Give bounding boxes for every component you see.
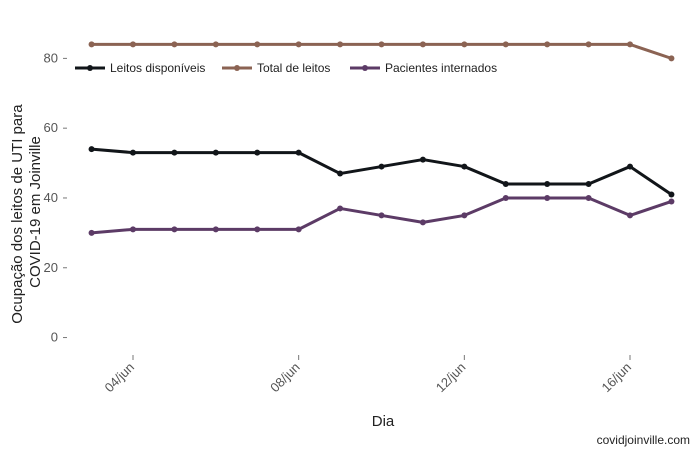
x-axis-title: Dia xyxy=(372,413,395,430)
data-point-pacientes-internados xyxy=(88,229,95,236)
x-tick-label: 16/jun xyxy=(598,360,634,396)
data-point-leitos-disponiveis xyxy=(212,149,219,156)
data-point-leitos-disponiveis xyxy=(88,146,95,153)
data-point-total-de-leitos xyxy=(88,41,95,48)
data-point-pacientes-internados xyxy=(461,212,468,219)
x-tick-label: 04/jun xyxy=(101,360,137,396)
data-point-pacientes-internados xyxy=(502,194,509,201)
legend-marker xyxy=(87,65,93,71)
y-tick-label: 80 xyxy=(44,50,58,65)
data-point-pacientes-internados xyxy=(171,226,178,233)
data-point-total-de-leitos xyxy=(129,41,136,48)
data-point-pacientes-internados xyxy=(627,212,634,219)
series-layer xyxy=(88,41,675,236)
data-point-leitos-disponiveis xyxy=(544,181,551,188)
data-point-leitos-disponiveis xyxy=(668,191,675,198)
data-point-leitos-disponiveis xyxy=(461,163,468,170)
series-line-leitos-disponiveis xyxy=(91,147,673,196)
data-point-pacientes-internados xyxy=(129,226,136,233)
y-tick-label: 40 xyxy=(44,190,58,205)
y-tick-label: 60 xyxy=(44,120,58,135)
y-axis-title: Ocupação dos leitos de UTI para COVID-19… xyxy=(9,100,44,323)
data-point-total-de-leitos xyxy=(627,41,634,48)
x-axis-ticks: 04/jun 08/jun 12/jun 16/jun xyxy=(101,355,634,395)
data-point-leitos-disponiveis xyxy=(502,181,509,188)
data-point-leitos-disponiveis xyxy=(295,149,302,156)
data-point-total-de-leitos xyxy=(585,41,592,48)
data-point-total-de-leitos xyxy=(378,41,385,48)
data-point-total-de-leitos xyxy=(212,41,219,48)
data-point-leitos-disponiveis xyxy=(129,149,136,156)
data-point-total-de-leitos xyxy=(254,41,261,48)
data-point-total-de-leitos xyxy=(337,41,344,48)
data-point-leitos-disponiveis xyxy=(585,181,592,188)
legend-marker xyxy=(362,65,368,71)
y-tick-label: 0 xyxy=(51,330,58,345)
data-point-pacientes-internados xyxy=(337,205,344,212)
data-point-total-de-leitos xyxy=(461,41,468,48)
data-point-total-de-leitos xyxy=(295,41,302,48)
legend-label: Leitos disponíveis xyxy=(110,61,205,75)
data-point-total-de-leitos xyxy=(668,55,675,62)
legend-marker xyxy=(234,65,240,71)
data-point-total-de-leitos xyxy=(171,41,178,48)
legend: Leitos disponíveis Total de leitos Pacient… xyxy=(75,61,497,75)
data-point-pacientes-internados xyxy=(212,226,219,233)
y-tick-label: 20 xyxy=(44,260,58,275)
data-point-total-de-leitos xyxy=(502,41,509,48)
data-point-leitos-disponiveis xyxy=(627,163,634,170)
data-point-leitos-disponiveis xyxy=(419,156,426,163)
data-point-pacientes-internados xyxy=(254,226,261,233)
data-point-total-de-leitos xyxy=(544,41,551,48)
y-axis-ticks: 0 20 40 60 80 xyxy=(44,50,67,345)
data-point-total-de-leitos xyxy=(419,41,426,48)
data-point-pacientes-internados xyxy=(378,212,385,219)
data-point-leitos-disponiveis xyxy=(378,163,385,170)
data-point-pacientes-internados xyxy=(668,198,675,205)
data-point-pacientes-internados xyxy=(295,226,302,233)
y-axis-title-line-1: Ocupação dos leitos de UTI para xyxy=(9,104,26,324)
legend-label: Total de leitos xyxy=(257,61,330,75)
data-point-leitos-disponiveis xyxy=(171,149,178,156)
data-point-pacientes-internados xyxy=(585,194,592,201)
x-tick-label: 08/jun xyxy=(267,360,303,396)
data-point-pacientes-internados xyxy=(544,194,551,201)
y-axis-title-line-2: COVID-19 em Joinville xyxy=(27,136,44,288)
data-point-leitos-disponiveis xyxy=(254,149,261,156)
legend-label: Pacientes internados xyxy=(385,61,497,75)
data-point-pacientes-internados xyxy=(419,219,426,226)
x-tick-label: 12/jun xyxy=(433,360,469,396)
data-point-leitos-disponiveis xyxy=(337,170,344,177)
source-caption: covidjoinville.com xyxy=(596,433,690,447)
